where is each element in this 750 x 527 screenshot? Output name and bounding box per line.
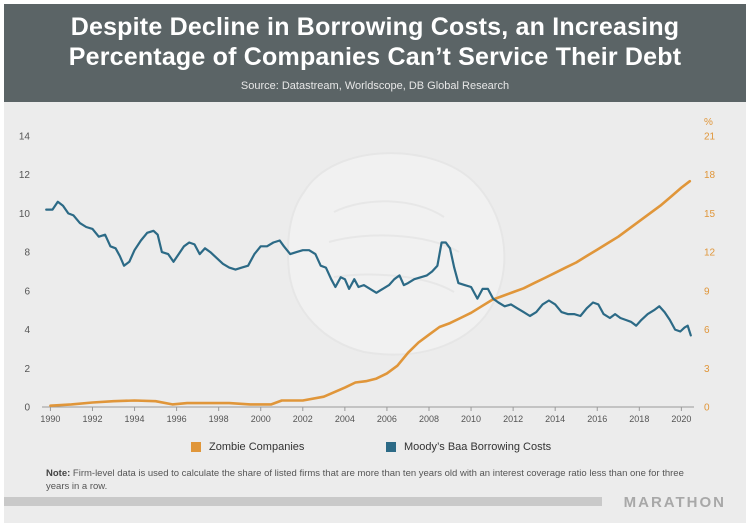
x-tick-label: 1996 — [167, 414, 187, 424]
x-tick-label: 2010 — [461, 414, 481, 424]
x-tick-label: 2016 — [587, 414, 607, 424]
legend-swatch-moodys — [386, 442, 396, 452]
series-line-zombie-companies — [49, 179, 692, 407]
y-left-tick-label: 0 — [24, 403, 30, 414]
x-tick-label: 2000 — [251, 414, 271, 424]
y-left-tick-label: 12 — [19, 170, 31, 181]
y-left-tick-label: 8 — [24, 248, 30, 259]
header-banner: Despite Decline in Borrowing Costs, an I… — [4, 4, 746, 102]
x-tick-label: 1992 — [82, 414, 102, 424]
x-tick-label: 2014 — [545, 414, 565, 424]
y-right-tick-label: 3 — [704, 364, 710, 375]
x-tick-label: 1998 — [209, 414, 229, 424]
y-right-tick-label: 9 — [704, 286, 710, 297]
chart-legend: Zombie Companies Moody’s Baa Borrowing C… — [4, 441, 746, 457]
x-tick-label: 2018 — [629, 414, 649, 424]
x-tick-label: 2004 — [335, 414, 355, 424]
legend-item-zombie: Zombie Companies — [191, 441, 304, 453]
x-tick-label: 2020 — [671, 414, 691, 424]
x-tick-label: 1990 — [40, 414, 60, 424]
brand-logo: MARATHON — [623, 494, 726, 511]
legend-label-zombie: Zombie Companies — [209, 441, 305, 453]
x-tick-label: 2002 — [293, 414, 313, 424]
note-label: Note: — [46, 468, 71, 479]
series-line-moodys-baa — [45, 200, 692, 337]
y-left-tick-label: 10 — [19, 209, 31, 220]
note-text: Firm-level data is used to calculate the… — [46, 468, 684, 492]
x-tick-label: 2012 — [503, 414, 523, 424]
y-left-tick-label: 14 — [19, 132, 31, 143]
infographic-frame: Despite Decline in Borrowing Costs, an I… — [4, 4, 746, 523]
x-tick-label: 2008 — [419, 414, 439, 424]
line-chart: 0 2 4 6 8 10 12 14 0 3 6 9 12 15 18 21% 1990 1992 1994 1996… — [19, 117, 716, 424]
chart-note: Note: Firm-level data is used to calcula… — [46, 467, 696, 493]
y-left-tick-label: 6 — [24, 286, 30, 297]
chart-title: Despite Decline in Borrowing Costs, an I… — [4, 12, 746, 72]
y-left-tick-label: 4 — [24, 325, 30, 336]
lion-watermark — [286, 152, 506, 356]
chart-source: Source: Datastream, Worldscope, DB Globa… — [240, 80, 510, 92]
y-right-unit-label: % — [704, 117, 713, 128]
y-left-tick-label: 2 — [24, 364, 30, 375]
y-right-tick-label: 18 — [704, 170, 716, 181]
chart-title-line1: Despite Decline in Borrowing Costs, an I… — [70, 13, 680, 41]
x-tick-label: 1994 — [125, 414, 145, 424]
chart-title-line2: Percentage of Companies Can’t Service Th… — [68, 43, 682, 71]
x-tick-label: 2006 — [377, 414, 397, 424]
legend-item-moodys: Moody’s Baa Borrowing Costs — [386, 441, 551, 453]
y-right-tick-label: 12 — [704, 248, 716, 259]
y-right-tick-label: 0 — [704, 403, 710, 414]
footer-bar — [4, 497, 602, 506]
y-right-tick-label: 6 — [704, 325, 710, 336]
y-right-tick-label: 21 — [704, 132, 716, 143]
y-right-tick-label: 15 — [704, 209, 716, 220]
legend-swatch-zombie — [191, 442, 201, 452]
legend-label-moodys: Moody’s Baa Borrowing Costs — [404, 441, 552, 453]
